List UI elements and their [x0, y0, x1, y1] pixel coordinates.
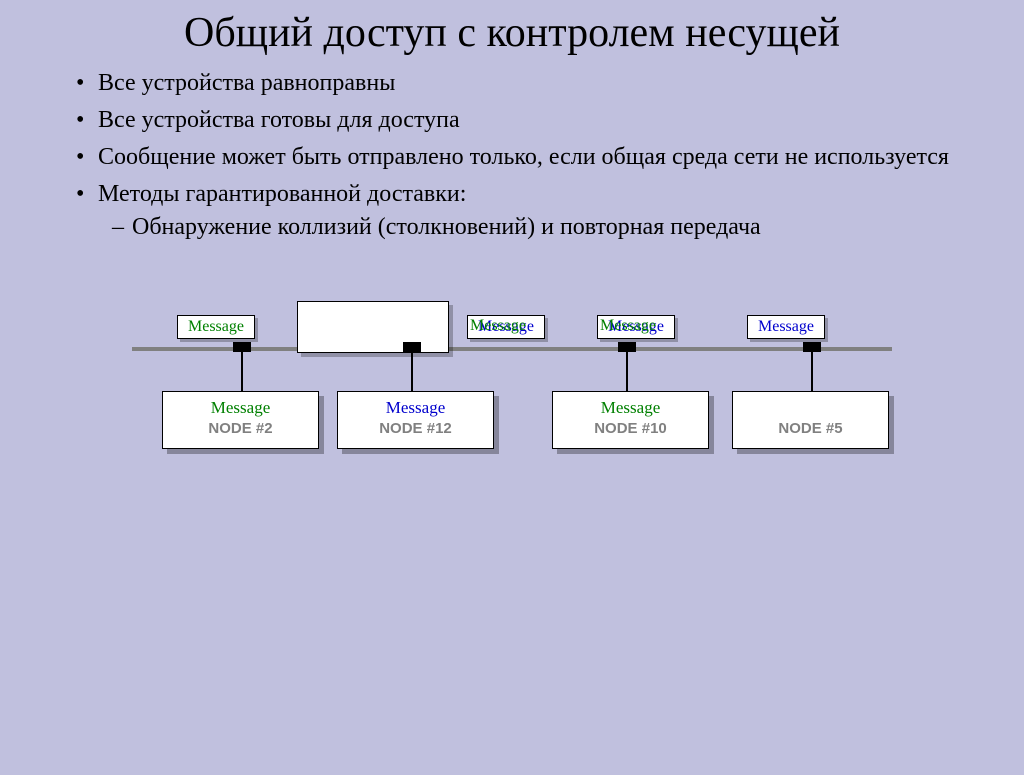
network-node: NODE #5 — [732, 391, 889, 449]
network-diagram: MessageMessageMessageMessageMessageMessa… — [132, 291, 892, 521]
bullet-list: Все устройства равноправны Все устройств… — [70, 70, 974, 241]
bus-message: MessageMessage — [597, 315, 675, 339]
node-label: NODE #5 — [733, 420, 888, 437]
bullet-item: Все устройства равноправны — [70, 70, 974, 97]
slide-title: Общий доступ с контролем несущей — [0, 8, 1024, 58]
network-node: Message NODE #2 — [162, 391, 319, 449]
node-message: Message — [163, 398, 318, 418]
node-message: Message — [338, 398, 493, 418]
network-node: Message NODE #12 — [337, 391, 494, 449]
bus-message: Message — [177, 315, 255, 339]
drop-line — [626, 351, 628, 391]
bullet-item: Все устройства готовы для доступа — [70, 107, 974, 134]
bullet-item: Методы гарантированной доставки: Обнаруж… — [70, 181, 974, 241]
ghost-message: Message — [470, 317, 526, 335]
bullet-item: Сообщение может быть отправлено только, … — [70, 144, 974, 171]
node-message — [733, 398, 888, 418]
bus-message: MessageMessage — [467, 315, 545, 339]
drop-line — [411, 351, 413, 391]
node-label: NODE #10 — [553, 420, 708, 437]
drop-line — [241, 351, 243, 391]
blank-box — [297, 301, 449, 353]
network-node: Message NODE #10 — [552, 391, 709, 449]
sub-bullet: Обнаружение коллизий (столкновений) и по… — [98, 214, 974, 241]
bullet-text: Методы гарантированной доставки: — [98, 181, 466, 207]
node-label: NODE #2 — [163, 420, 318, 437]
bus-message: Message — [747, 315, 825, 339]
drop-line — [811, 351, 813, 391]
node-message: Message — [553, 398, 708, 418]
node-label: NODE #12 — [338, 420, 493, 437]
ghost-message: Message — [600, 317, 656, 335]
